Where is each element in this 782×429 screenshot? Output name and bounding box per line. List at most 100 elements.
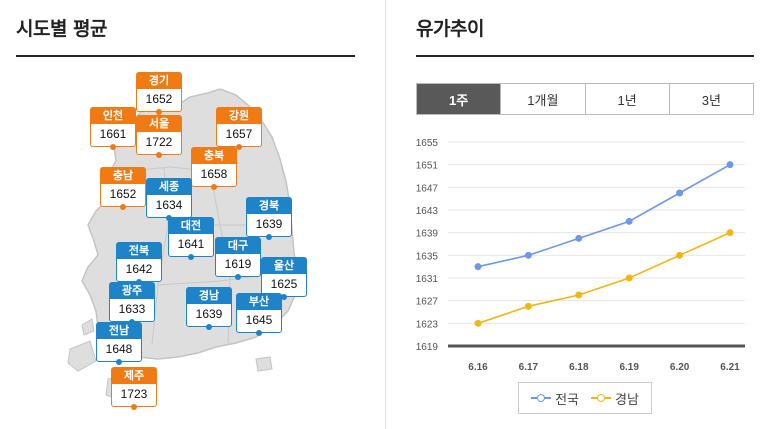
region-name: 울산 <box>262 258 306 274</box>
region-price: 1652 <box>145 92 173 106</box>
region-marker-dot <box>206 324 212 330</box>
y-tick-label: 1619 <box>416 342 439 353</box>
region-jeonbuk[interactable]: 전북 1642 <box>116 242 162 285</box>
region-name: 제주 <box>112 368 156 384</box>
data-point <box>726 161 734 169</box>
region-name: 부산 <box>237 294 281 310</box>
region-incheon[interactable]: 인천 1661 <box>90 107 136 150</box>
y-tick-label: 1639 <box>416 229 439 240</box>
region-price: 1652 <box>109 187 137 201</box>
province-borders <box>129 166 293 346</box>
region-marker-dot <box>120 204 126 210</box>
region-marker-dot <box>236 144 242 150</box>
y-tick-label: 1643 <box>416 206 439 217</box>
data-point <box>575 291 583 299</box>
chart-legend: 전국 경남 <box>518 382 652 414</box>
region-price: 1658 <box>200 167 228 181</box>
data-point <box>474 263 482 271</box>
panel-divider <box>385 0 386 429</box>
y-tick-label: 1651 <box>416 161 439 172</box>
region-gyeongbuk[interactable]: 경북 1639 <box>246 197 292 240</box>
y-tick-label: 1623 <box>416 319 439 330</box>
region-ulsan[interactable]: 울산 1625 <box>261 257 307 300</box>
region-marker-dot <box>211 184 217 190</box>
x-tick-label: 6.17 <box>519 362 539 373</box>
island-shapes <box>67 318 273 372</box>
legend-label: 경남 <box>615 391 639 407</box>
y-tick-label: 1635 <box>416 251 439 262</box>
data-point <box>524 302 532 310</box>
region-jeju[interactable]: 제주 1723 <box>111 367 157 410</box>
y-tick-label: 1631 <box>416 274 439 285</box>
region-price: 1619 <box>224 257 252 271</box>
y-tick-label: 1627 <box>416 297 439 308</box>
legend-label: 전국 <box>555 391 579 407</box>
sido-title-rule <box>16 55 355 57</box>
region-name: 충북 <box>192 148 236 164</box>
region-marker-dot <box>116 359 122 365</box>
x-tick-label: 6.16 <box>468 362 488 373</box>
region-name: 강원 <box>217 108 261 124</box>
region-marker-dot <box>266 234 272 240</box>
region-name: 경기 <box>137 73 181 89</box>
region-daegu[interactable]: 대구 1619 <box>215 237 261 280</box>
region-gangwon[interactable]: 강원 1657 <box>216 107 262 150</box>
region-price: 1645 <box>245 313 273 327</box>
region-name: 광주 <box>110 283 154 299</box>
region-price: 1642 <box>125 262 153 276</box>
region-marker-dot <box>188 254 194 260</box>
region-marker-dot <box>131 404 137 410</box>
region-marker-dot <box>281 294 287 300</box>
region-gwangju[interactable]: 광주 1633 <box>109 282 155 325</box>
region-name: 경남 <box>187 288 231 304</box>
region-price: 1648 <box>105 342 133 356</box>
tab-1-week[interactable]: 1주 <box>417 84 501 114</box>
tab-1-year[interactable]: 1년 <box>584 84 669 114</box>
x-tick-label: 6.21 <box>720 362 740 373</box>
region-price: 1657 <box>225 127 253 141</box>
data-point <box>625 217 633 225</box>
region-marker-dot <box>235 274 241 280</box>
region-chungnam[interactable]: 충남 1652 <box>100 167 146 210</box>
region-chungbuk[interactable]: 충북 1658 <box>191 147 237 190</box>
region-name: 경북 <box>247 198 291 214</box>
region-sejong[interactable]: 세종 1634 <box>146 178 192 221</box>
period-tabs: 1주 1개월 1년 3년 <box>416 83 754 115</box>
region-name: 인천 <box>91 108 135 124</box>
series-line <box>477 231 731 325</box>
region-name: 대전 <box>169 218 213 234</box>
legend-item-gyeongnam[interactable]: 경남 <box>591 389 639 408</box>
region-seoul[interactable]: 서울 1722 <box>136 115 182 158</box>
tab-1-month[interactable]: 1개월 <box>500 84 585 114</box>
tab-3-years[interactable]: 3년 <box>668 84 753 114</box>
data-point <box>575 234 583 242</box>
region-gyeongnam[interactable]: 경남 1639 <box>186 287 232 330</box>
data-point <box>625 274 633 282</box>
x-tick-label: 6.19 <box>619 362 639 373</box>
region-price: 1722 <box>145 135 173 149</box>
line-marker-icon <box>591 393 611 403</box>
region-marker-dot <box>156 152 162 158</box>
data-point <box>474 319 482 327</box>
region-gyeonggi[interactable]: 경기 1652 <box>136 72 182 115</box>
x-tick-label: 6.20 <box>670 362 690 373</box>
region-jeonnam[interactable]: 전남 1648 <box>96 322 142 365</box>
data-point <box>524 251 532 259</box>
region-price: 1723 <box>120 387 148 401</box>
line-marker-icon <box>531 393 552 403</box>
x-tick-label: 6.18 <box>569 362 589 373</box>
region-daejeon[interactable]: 대전 1641 <box>168 217 214 260</box>
region-busan[interactable]: 부산 1645 <box>236 293 282 336</box>
legend-item-national[interactable]: 전국 <box>531 389 579 408</box>
region-price: 1641 <box>177 237 205 251</box>
region-name: 세종 <box>147 179 191 195</box>
region-price: 1639 <box>255 217 283 231</box>
data-point <box>676 189 684 197</box>
region-marker-dot <box>110 144 116 150</box>
region-price: 1633 <box>118 302 146 316</box>
region-name: 전북 <box>117 243 161 259</box>
region-name: 대구 <box>216 238 260 254</box>
region-marker-dot <box>156 109 162 115</box>
data-point <box>726 229 734 237</box>
region-name: 서울 <box>137 116 181 132</box>
